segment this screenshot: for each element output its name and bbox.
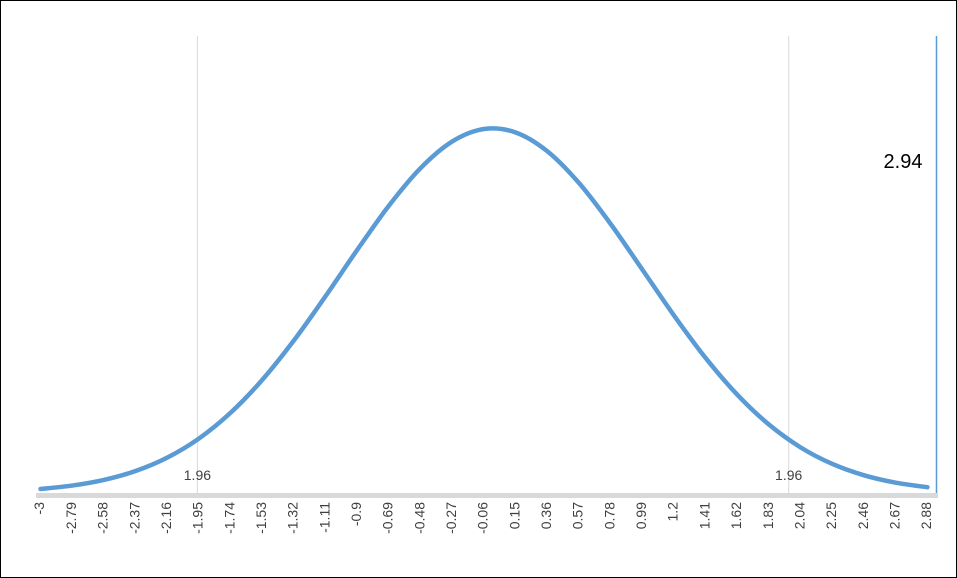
annotation-label: 2.94 (884, 151, 923, 173)
x-tick-label: -3 (31, 502, 47, 515)
x-tick-label: -2.16 (158, 502, 174, 534)
x-tick-label: -0.48 (411, 502, 427, 534)
x-tick-label: -2.58 (95, 502, 111, 534)
x-tick-label: -2.79 (63, 502, 79, 534)
x-tick-label: 2.25 (823, 502, 839, 529)
x-tick-label: -1.32 (285, 502, 301, 534)
x-axis (36, 493, 938, 498)
x-tick-label: 0.99 (633, 502, 649, 529)
x-tick-label: -1.95 (190, 502, 206, 534)
x-tick-label: -0.9 (348, 502, 364, 526)
x-tick-label: -2.37 (126, 502, 142, 534)
x-tick-label: 0.78 (601, 502, 617, 529)
x-tick-label: -1.53 (253, 502, 269, 534)
annotation-label: 1.96 (184, 467, 211, 483)
x-tick-label: 2.04 (791, 502, 807, 529)
x-tick-label: 1.2 (665, 502, 681, 522)
x-tick-label: 2.67 (886, 502, 902, 529)
x-tick-label: -0.69 (380, 502, 396, 534)
x-tick-label: -0.06 (475, 502, 491, 534)
x-tick-label: -1.11 (316, 502, 332, 533)
x-tick-label: -0.27 (443, 502, 459, 534)
x-tick-label: 2.88 (918, 502, 934, 529)
x-tick-label: -1.74 (221, 502, 237, 534)
x-tick-label: 0.57 (570, 502, 586, 529)
x-tick-label: 0.36 (538, 502, 554, 529)
x-tick-label: 2.46 (855, 502, 871, 529)
x-tick-label: 1.83 (760, 502, 776, 529)
curve (38, 126, 930, 492)
x-tick-label: 0.15 (506, 502, 522, 529)
annotation-label: 1.96 (775, 467, 802, 483)
x-tick-label: 1.41 (696, 502, 712, 529)
x-tick-label: 1.62 (728, 502, 744, 529)
